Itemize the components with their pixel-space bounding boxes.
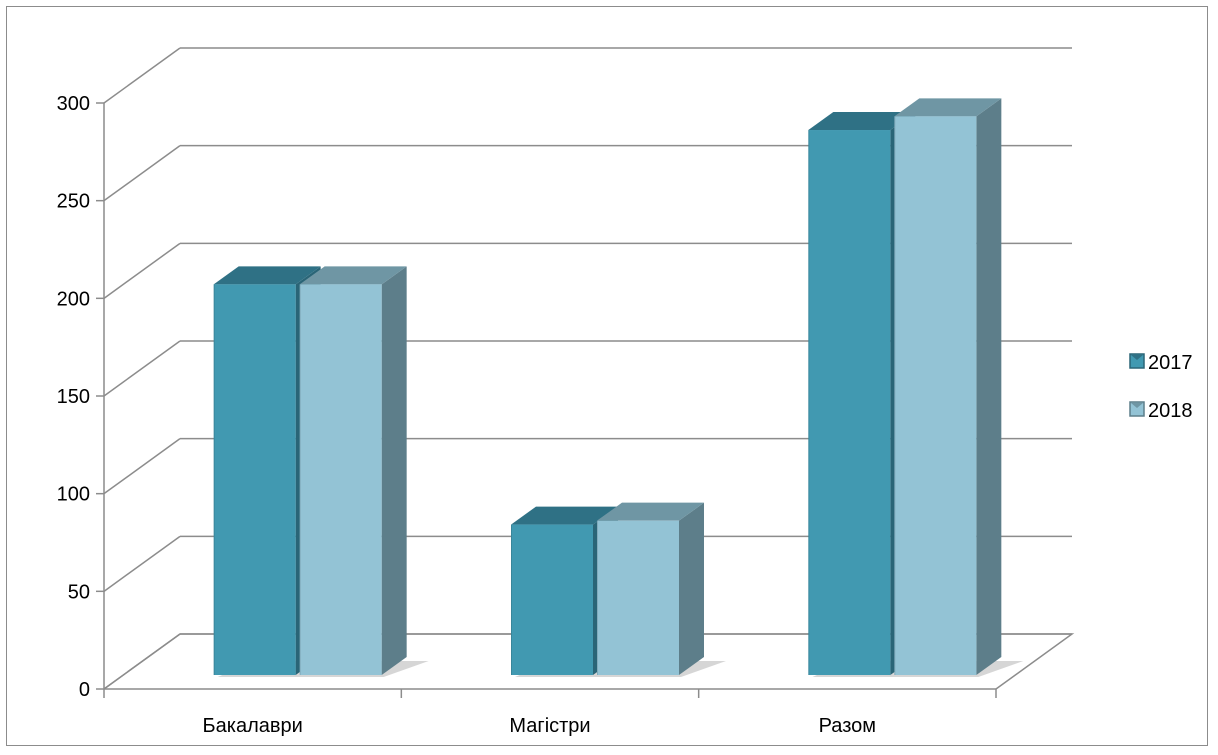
bar <box>894 116 977 675</box>
y-tick-label: 100 <box>57 484 90 506</box>
y-axis: 0 50 100 150 200 250 300 <box>57 93 105 701</box>
y-tick-label: 300 <box>57 93 90 115</box>
bar-side <box>679 502 704 675</box>
x-axis: Бакалаври Магістри Разом <box>103 688 997 737</box>
bar-side <box>381 266 407 675</box>
bar <box>299 284 382 675</box>
legend-label: 2018 <box>1148 400 1193 422</box>
side-gridline <box>103 340 181 397</box>
side-gridline <box>103 535 181 592</box>
side-gridline <box>103 47 181 104</box>
bar-top <box>213 266 321 285</box>
x-tick-label: Магістри <box>509 715 590 737</box>
y-tick-label: 50 <box>68 581 90 603</box>
legend-swatch-top <box>1131 355 1143 360</box>
legend[interactable]: 2017 2018 <box>1129 352 1193 422</box>
legend-swatch <box>1129 401 1145 417</box>
bar-top <box>299 266 407 285</box>
bar <box>213 284 296 675</box>
side-gridline <box>103 242 181 299</box>
bar-top <box>511 506 618 525</box>
side-gridline <box>103 438 181 495</box>
y-tick-label: 150 <box>57 386 90 408</box>
bar-top <box>597 502 704 521</box>
x-tick-label: Разом <box>819 715 876 737</box>
legend-label: 2017 <box>1148 352 1193 374</box>
bar <box>511 524 593 675</box>
x-tick-label: Бакалаври <box>203 715 303 737</box>
bar-top <box>894 98 1002 117</box>
legend-swatch <box>1129 353 1145 369</box>
y-tick-label: 0 <box>79 679 90 701</box>
legend-swatch-top <box>1131 403 1143 408</box>
bar-top <box>808 112 916 131</box>
y-tick-label: 250 <box>57 191 90 213</box>
bar <box>597 520 679 675</box>
side-gridline <box>103 633 181 690</box>
bars <box>213 98 1002 675</box>
side-gridline <box>103 145 181 202</box>
bar-side <box>976 98 1002 675</box>
bar <box>808 130 891 675</box>
y-tick-label: 200 <box>57 288 90 310</box>
